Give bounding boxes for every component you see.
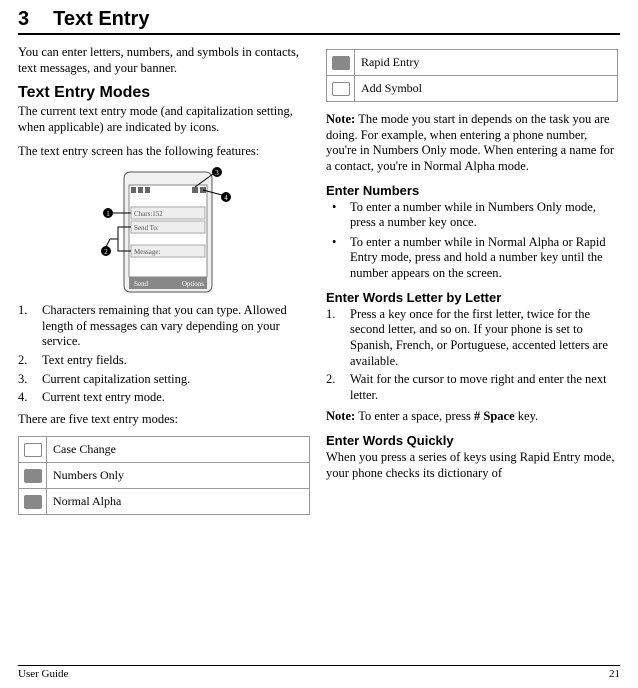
phone-diagram: 3 4 Chars:152 Send To: Message: 1 2 (74, 167, 254, 297)
left-column: You can enter letters, numbers, and symb… (18, 45, 310, 515)
list-item: 3.Current capitalization setting. (18, 372, 310, 388)
list-item: 2.Text entry fields. (18, 353, 310, 369)
callout-4: 4 (224, 194, 228, 202)
case-change-icon (24, 443, 42, 457)
features-list: 1.Characters remaining that you can type… (18, 303, 310, 406)
callout-1: 1 (106, 210, 110, 218)
callout-2: 2 (104, 248, 108, 256)
normal-alpha-icon (24, 495, 42, 509)
note-2: Note: To enter a space, press # Space ke… (326, 409, 618, 425)
table-row: Normal Alpha (19, 488, 310, 514)
intro-para: You can enter letters, numbers, and symb… (18, 45, 310, 76)
modes-para-1: The current text entry mode (and capital… (18, 104, 310, 135)
content-columns: You can enter letters, numbers, and symb… (18, 45, 620, 515)
letter-heading: Enter Words Letter by Letter (326, 290, 618, 305)
list-item: •To enter a number while in Normal Alpha… (326, 235, 618, 282)
list-item: 1.Characters remaining that you can type… (18, 303, 310, 350)
send-softkey: Send (134, 280, 149, 288)
modes-para-2: The text entry screen has the following … (18, 144, 310, 160)
note-1: Note: The mode you start in depends on t… (326, 112, 618, 175)
sendto-label: Send To: (134, 224, 159, 232)
table-row: Add Symbol (327, 76, 618, 102)
modes-table-right: Rapid Entry Add Symbol (326, 49, 618, 102)
right-column: Rapid Entry Add Symbol Note: The mode yo… (326, 45, 618, 515)
chapter-header: 3 Text Entry (18, 8, 620, 35)
mode-label: Normal Alpha (47, 488, 310, 514)
rapid-entry-icon (332, 56, 350, 70)
message-label: Message: (134, 248, 160, 256)
letter-list: 1.Press a key once for the first letter,… (326, 307, 618, 404)
page-footer: User Guide 21 (18, 665, 620, 680)
chapter-title: Text Entry (53, 8, 149, 31)
five-modes-para: There are five text entry modes: (18, 412, 310, 428)
mode-label: Case Change (47, 436, 310, 462)
table-row: Case Change (19, 436, 310, 462)
footer-right: 21 (609, 668, 620, 680)
numbers-only-icon (24, 469, 42, 483)
enter-numbers-heading: Enter Numbers (326, 183, 618, 198)
mode-label: Numbers Only (47, 462, 310, 488)
modes-table-left: Case Change Numbers Only Normal Alpha (18, 436, 310, 515)
enter-numbers-list: •To enter a number while in Numbers Only… (326, 200, 618, 282)
list-item: 1.Press a key once for the first letter,… (326, 307, 618, 370)
table-row: Rapid Entry (327, 50, 618, 76)
mode-label: Add Symbol (355, 76, 618, 102)
chars-label: Chars:152 (134, 210, 163, 218)
list-item: 2.Wait for the cursor to move right and … (326, 372, 618, 403)
footer-left: User Guide (18, 668, 68, 680)
add-symbol-icon (332, 82, 350, 96)
options-softkey: Options (182, 280, 204, 288)
mode-label: Rapid Entry (355, 50, 618, 76)
chapter-number: 3 (18, 8, 29, 31)
quick-heading: Enter Words Quickly (326, 433, 618, 448)
list-item: •To enter a number while in Numbers Only… (326, 200, 618, 231)
modes-heading: Text Entry Modes (18, 84, 310, 102)
quick-para: When you press a series of keys using Ra… (326, 450, 618, 481)
list-item: 4.Current text entry mode. (18, 390, 310, 406)
table-row: Numbers Only (19, 462, 310, 488)
callout-3: 3 (215, 169, 219, 177)
